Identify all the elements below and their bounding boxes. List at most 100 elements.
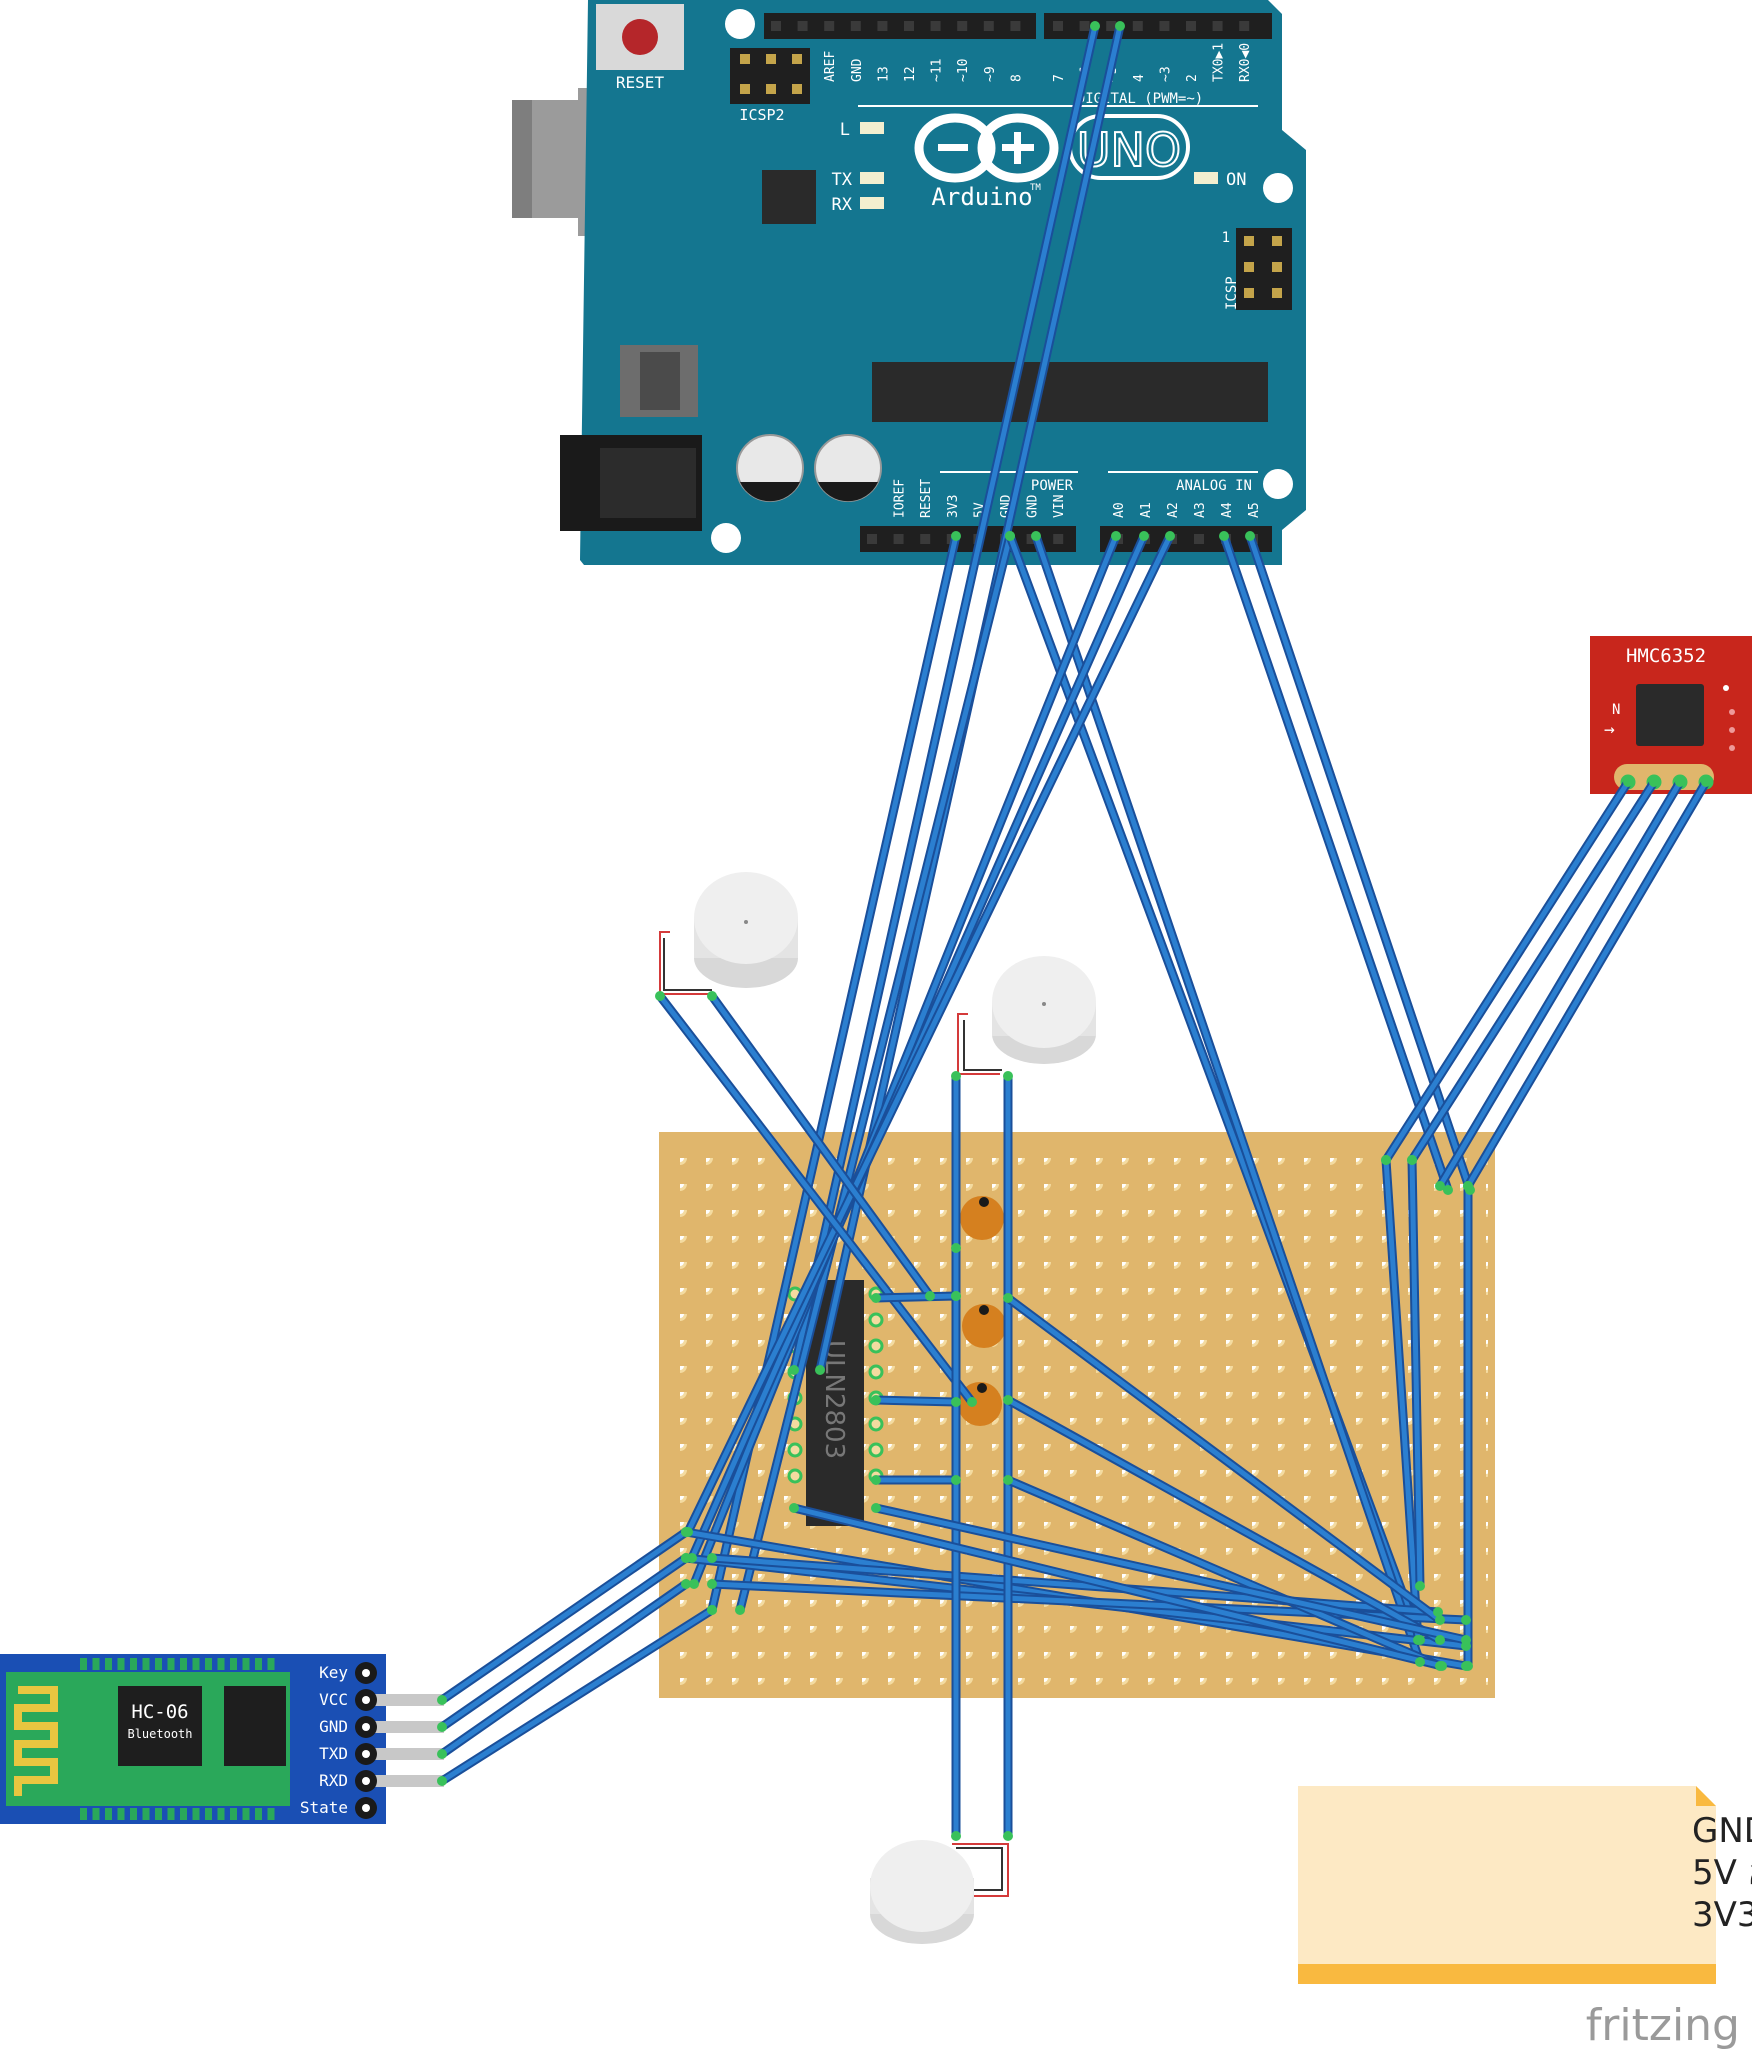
- icsp-pin1-label: 1: [1222, 230, 1230, 246]
- wire-joint: [951, 531, 961, 541]
- bt-subtitle-label: Bluetooth: [127, 1727, 192, 1741]
- wire[interactable]: [1409, 1157, 1423, 1589]
- ic-pad: [868, 1312, 884, 1328]
- ic-pad: [868, 1416, 884, 1432]
- wire[interactable]: [685, 533, 1173, 1535]
- wire[interactable]: [1383, 1157, 1421, 1643]
- digital-pin-hole: [1106, 21, 1117, 31]
- digital-pin-hole: [957, 21, 968, 31]
- power-pin-label: GND: [1026, 494, 1041, 518]
- bt-pin-lead: [362, 1694, 444, 1706]
- wire[interactable]: [1005, 1397, 1443, 1643]
- digital-pin-hole: [877, 21, 888, 31]
- digital-pin-label: 12: [903, 66, 918, 82]
- analog-pin-label: A2: [1166, 502, 1181, 518]
- digital-pin-label: 13: [876, 66, 891, 82]
- bt-edge-pad: [205, 1808, 212, 1820]
- ic-pad: [868, 1364, 884, 1380]
- digital-pin-hole: [904, 21, 914, 31]
- bt-edge-pad: [117, 1658, 125, 1670]
- bt-edge-pad: [92, 1658, 100, 1670]
- capacitor-left: [736, 434, 804, 502]
- ic-pad: [787, 1468, 803, 1484]
- bt-edge-pad: [217, 1658, 225, 1670]
- wire[interactable]: [873, 1293, 959, 1301]
- wire[interactable]: [1409, 779, 1657, 1163]
- wire[interactable]: [1383, 779, 1631, 1163]
- bt-edge-pad: [155, 1658, 162, 1670]
- wire-joint: [951, 1071, 961, 1081]
- board-body: [580, 0, 1306, 565]
- vibration-motor-1: [659, 872, 798, 995]
- wire[interactable]: [873, 1505, 1469, 1643]
- bt-edge-pad: [167, 1658, 175, 1670]
- digital-pin-hole: [983, 21, 994, 31]
- wire[interactable]: [737, 533, 1013, 1613]
- arduino-uno-board: RESET ICSP2 L TX RX ON: [512, 0, 1306, 565]
- wire-joint: [1003, 1395, 1013, 1405]
- bt-edge-pad: [267, 1808, 275, 1820]
- atmega-chip: [872, 362, 1268, 422]
- bt-pin-lead: [362, 1721, 444, 1733]
- wire[interactable]: [791, 1505, 1445, 1669]
- wire[interactable]: [691, 533, 1119, 1587]
- led-tx-label: TX: [832, 170, 853, 190]
- wire[interactable]: [709, 993, 933, 1299]
- bt-chip-flash: [224, 1686, 286, 1766]
- power-pin-hole: [893, 534, 904, 544]
- wire[interactable]: [1247, 533, 1473, 1193]
- wire-joint: [1623, 777, 1633, 787]
- digital-pin-label: ~9: [983, 66, 998, 82]
- wire-joint: [1463, 1661, 1473, 1671]
- wire[interactable]: [1437, 779, 1683, 1189]
- hc06-bluetooth-module: HC-06 Bluetooth Key VCC GND TXD RXD State: [0, 1654, 444, 1824]
- wire-joint: [871, 1503, 881, 1513]
- wire[interactable]: [791, 23, 1098, 1373]
- power-pin-hole: [1026, 534, 1037, 544]
- bt-edge-pad: [117, 1808, 125, 1820]
- arduino-logo-icon: [914, 113, 1059, 183]
- wire-joint: [967, 1397, 977, 1407]
- power-pin-label: RESET: [919, 479, 934, 518]
- wire[interactable]: [1221, 533, 1451, 1193]
- wire-joint: [1165, 531, 1175, 541]
- bt-chip-main: [118, 1686, 202, 1766]
- wire[interactable]: [1005, 1477, 1443, 1669]
- wire[interactable]: [657, 993, 975, 1405]
- vibration-motor-2: [957, 956, 1096, 1075]
- digital-pin-label: ~11: [930, 59, 945, 82]
- note-line-2: אמצעי הוא 5V: [1692, 1853, 1752, 1893]
- wire-joint: [871, 1395, 881, 1405]
- bt-pin-label: State: [300, 1798, 348, 1817]
- wire[interactable]: [1005, 1295, 1443, 1623]
- analog-pin-label: A4: [1220, 502, 1235, 518]
- wire[interactable]: [873, 1397, 959, 1405]
- wire[interactable]: [439, 1555, 689, 1730]
- analog-pin-hole: [1194, 534, 1204, 544]
- wire[interactable]: [439, 1529, 689, 1703]
- wire-layer: [437, 21, 1711, 1841]
- wire-joint: [815, 1365, 825, 1375]
- wire[interactable]: [439, 1581, 689, 1757]
- compass-arrow-label: N: [1612, 702, 1620, 718]
- wire-joint: [1111, 531, 1121, 541]
- power-pin-label: VIN: [1052, 495, 1067, 518]
- bt-edge-pad: [142, 1658, 150, 1670]
- bt-edge-pad: [130, 1808, 137, 1820]
- led-on-label: ON: [1226, 170, 1246, 190]
- power-pin-hole: [920, 534, 931, 544]
- wire[interactable]: [439, 1607, 715, 1784]
- bt-edge-pad: [105, 1808, 112, 1820]
- hmc6352-compass-module: HMC6352 N →: [1590, 636, 1752, 794]
- wire[interactable]: [1033, 533, 1423, 1665]
- antenna-icon: [14, 1686, 58, 1796]
- digital-pin-hole: [771, 21, 781, 31]
- wire-joint: [689, 1579, 699, 1589]
- wire-joint: [1381, 1155, 1391, 1165]
- wire-joint: [925, 1291, 935, 1301]
- bt-edge-pad: [80, 1808, 87, 1820]
- wire-joint: [871, 1293, 881, 1303]
- wire[interactable]: [1465, 779, 1709, 1189]
- digital-pin-hole: [930, 21, 941, 31]
